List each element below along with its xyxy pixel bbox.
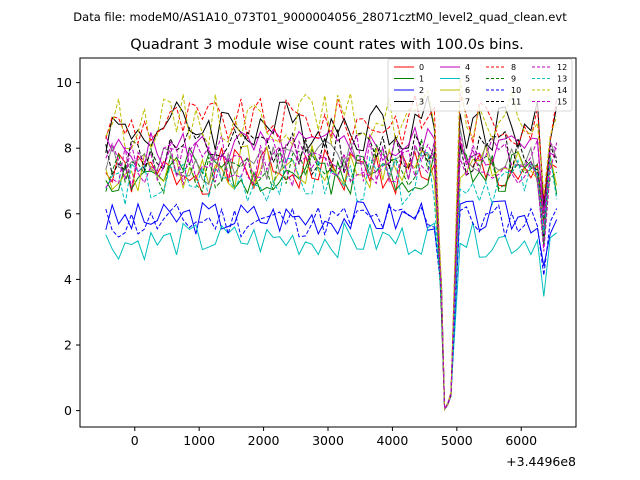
legend-label: 0	[419, 63, 424, 72]
series-layer	[105, 77, 558, 411]
x-tick-label: 0	[131, 433, 139, 448]
series-line-12	[105, 133, 558, 411]
series-line-4	[105, 125, 557, 411]
legend-label: 9	[511, 75, 516, 84]
plot-frame	[79, 57, 577, 428]
legend-label: 6	[465, 86, 470, 95]
series-line-13	[105, 151, 558, 411]
y-tick-label: 0	[64, 403, 72, 418]
series-line-6	[105, 144, 558, 411]
series-line-15	[105, 135, 558, 411]
x-tick-label: 4000	[377, 433, 409, 448]
chart-suptitle: Data file: modeM0/AS1A10_073T01_90000040…	[73, 10, 567, 24]
legend-label: 13	[557, 75, 567, 84]
series-line-0	[105, 141, 557, 411]
x-offset-label: +3.4496e8	[506, 454, 576, 469]
chart-title: Quadrant 3 module wise count rates with …	[130, 37, 524, 53]
y-tick-label: 8	[64, 141, 72, 156]
y-tick-label: 10	[56, 75, 72, 90]
y-tick-label: 2	[64, 338, 72, 353]
legend-label: 3	[419, 98, 424, 107]
series-line-10	[105, 203, 558, 411]
x-tick-label: 1000	[183, 433, 215, 448]
series-line-14	[105, 77, 558, 411]
series-line-2	[105, 200, 558, 411]
legend-label: 1	[419, 75, 424, 84]
series-line-5	[105, 221, 558, 411]
legend-box	[387, 58, 573, 112]
x-tick-label: 2000	[248, 433, 280, 448]
y-tick-label: 6	[64, 206, 72, 221]
legend-label: 10	[511, 86, 521, 95]
series-line-9	[105, 138, 558, 411]
legend-label: 15	[557, 98, 567, 107]
series-line-1	[105, 146, 558, 411]
legend-label: 7	[465, 98, 470, 107]
legend-label: 12	[557, 63, 567, 72]
x-tick-label: 3000	[312, 433, 344, 448]
legend-label: 2	[419, 86, 424, 95]
y-tick-label: 4	[64, 272, 72, 287]
x-tick-label: 6000	[505, 433, 537, 448]
legend-label: 11	[511, 98, 521, 107]
legend-label: 5	[465, 75, 470, 84]
x-tick-label: 5000	[441, 433, 473, 448]
legend-label: 4	[465, 63, 470, 72]
series-line-11	[105, 126, 558, 411]
legend-label: 14	[557, 86, 567, 95]
legend-label: 8	[511, 63, 516, 72]
series-line-3	[105, 95, 558, 411]
axes-ticks: 0 1000 2000 3000 4000 5000 6000 0 2 4 6 8 10	[56, 75, 537, 448]
